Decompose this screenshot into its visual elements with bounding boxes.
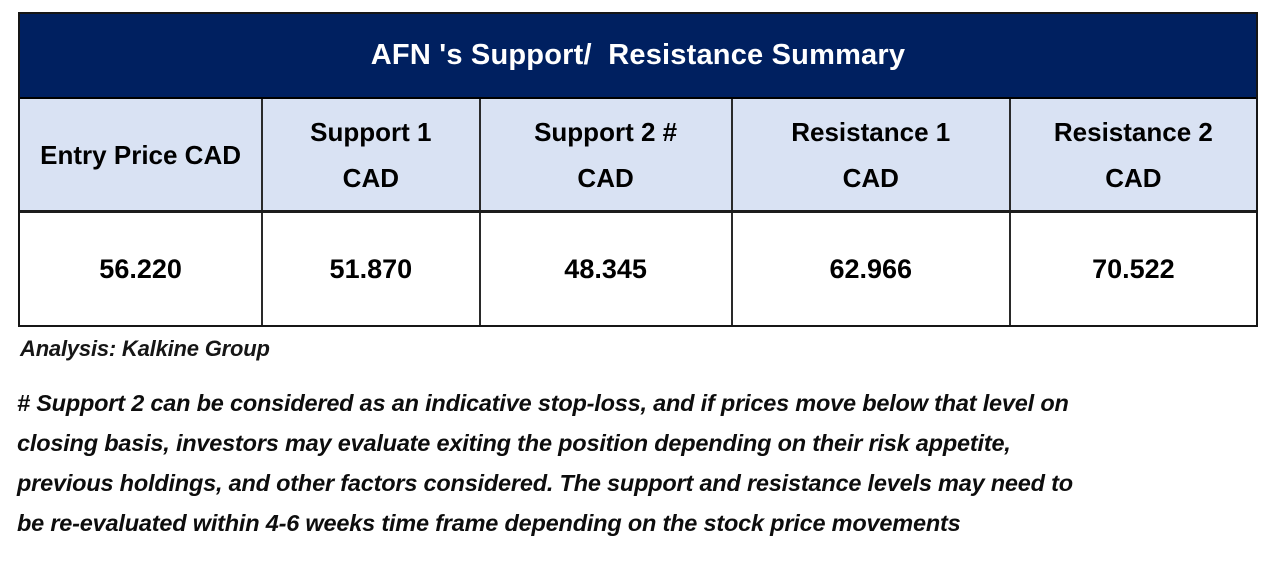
header-label: Support 2 # [534,116,678,147]
value-entry-price: 56.220 [20,213,264,325]
header-label: Resistance 1 [791,116,951,147]
footnote-line: be re-evaluated within 4-6 weeks time fr… [17,510,961,536]
footnote-line: previous holdings, and other factors con… [17,470,1073,496]
table-header-row: Entry Price CAD Support 1 CAD Support 2 … [20,99,1256,213]
table-data-row: 56.220 51.870 48.345 62.966 70.522 [20,213,1256,325]
header-unit: CAD [1105,162,1162,193]
analysis-source: Analysis: Kalkine Group [20,336,270,361]
header-support-1: Support 1 CAD [263,99,481,210]
support-resistance-table: AFN 's Support/ Resistance Summary Entry… [18,12,1258,327]
header-label: Support 1 [310,116,432,147]
footnote-line: # Support 2 can be considered as an indi… [17,390,1069,416]
header-entry-price: Entry Price CAD [20,99,264,210]
header-label: Resistance 2 [1053,116,1213,147]
value-support-2: 48.345 [481,213,733,325]
header-unit: CAD [342,162,400,193]
footnote: # Support 2 can be considered as an indi… [17,383,1262,543]
table-title-bar: AFN 's Support/ Resistance Summary [20,14,1256,99]
footnote-line: closing basis, investors may evaluate ex… [17,430,1011,456]
value-resistance-2: 70.522 [1092,253,1175,284]
value-resistance-1: 62.966 [733,213,1011,325]
header-resistance-2: Resistance 2 CAD [1011,99,1256,210]
header-support-2: Support 2 # CAD [481,99,733,210]
header-resistance-1: Resistance 1 CAD [733,99,1011,210]
header-label: Entry Price CAD [40,139,242,170]
value-support-1: 51.870 [263,213,481,325]
table-title: AFN 's Support/ Resistance Summary [370,39,906,71]
header-unit: CAD [577,162,634,193]
header-unit: CAD [842,162,899,193]
